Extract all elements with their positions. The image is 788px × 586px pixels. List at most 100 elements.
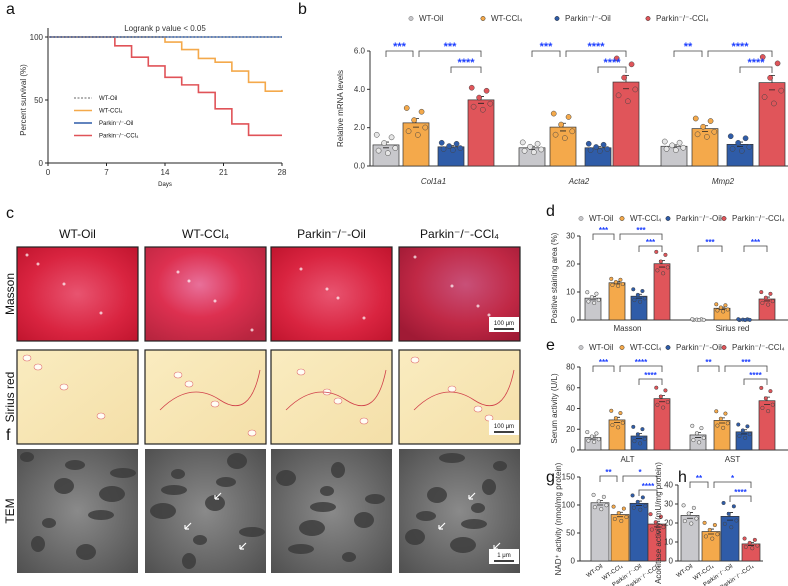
data-point [723,411,728,416]
data-point [592,505,597,510]
data-point [628,61,635,68]
vessel [33,363,43,371]
data-point [729,525,734,530]
data-point [759,290,764,295]
data-point [589,434,594,439]
significance-label: **** [635,358,648,367]
data-point [665,265,670,270]
data-point [527,143,533,150]
significance-label: ** [684,41,693,53]
data-point [631,287,636,292]
vessel [184,380,194,388]
mitochondrion [227,453,247,469]
data-point [624,514,629,520]
collagen-fiber [159,369,261,411]
vessel [359,417,369,425]
significance-bracket [713,481,752,488]
data-point [663,252,668,257]
data-point [586,438,591,443]
panel-label: d [546,203,555,220]
column-header: WT-CCl₄ [182,227,229,241]
mitochondrion [461,519,487,529]
data-point [592,439,597,445]
data-point [694,516,699,521]
y-tick-label: 0 [571,316,576,325]
y-axis-label: Percent survival (%) [19,64,28,136]
mitochondrion [493,461,507,471]
data-point [654,249,659,254]
data-point [734,518,739,523]
data-point [632,298,637,303]
significance-bracket [729,495,752,502]
legend-item: WT-Oil [589,214,614,223]
data-point [593,144,599,150]
mitochondrion [54,478,74,494]
data-point [727,133,734,140]
legend-marker [480,16,486,21]
category-label: Mmp2 [712,177,735,186]
x-tick-label: 0 [46,168,51,177]
data-point [725,421,730,426]
vessel [213,299,217,303]
data-point [457,145,464,151]
x-tick-label: 7 [104,168,109,177]
y-axis-label: Serum activity (U/L) [550,373,559,444]
y-tick-label: 100 [562,501,576,510]
x-tick-label: 28 [278,168,287,177]
data-point [661,405,666,410]
mitochondrion [216,477,236,487]
mitochondrion [99,486,125,502]
significance-bracket [707,50,773,57]
column-header: Parkin⁻/⁻-Oil [297,227,366,241]
data-point [418,108,425,115]
y-axis-label: Aconitase activity (mU/mg protein) [654,462,663,584]
data-point [703,534,708,539]
significance-label: *** [444,41,458,53]
y-tick-label: 30 [664,500,673,509]
data-point [601,494,606,499]
data-point [550,110,557,117]
significance-bracket [592,365,615,372]
significance-label: ** [696,474,703,483]
data-point [635,432,640,437]
data-point [714,302,719,307]
data-point [731,504,736,509]
arrow-icon [184,522,192,530]
data-point [689,521,694,526]
y-tick-label: 0 [571,557,576,566]
category-label: Col1a1 [421,177,446,186]
y-tick-label: 80 [566,363,575,372]
data-point [694,431,699,436]
significance-bracket [565,50,627,57]
significance-bracket [599,475,618,482]
vessel [25,253,29,257]
masson-micrograph-0 [16,246,139,342]
mitochondrion [20,452,34,462]
mitochondrion [193,535,207,545]
data-point [616,283,621,289]
mitochondrion [150,503,176,519]
data-point [610,282,615,288]
mitochondrion [450,537,476,553]
data-point [596,297,601,303]
data-point [682,518,687,524]
data-point [405,128,412,135]
data-point [585,140,592,147]
significance-label: **** [642,482,655,491]
mitochondrion [439,453,465,463]
mitochondrion [65,460,85,470]
data-point [718,305,723,310]
data-point [604,503,609,508]
data-point [594,431,599,436]
data-point [691,505,696,510]
mitochondrion [320,486,334,496]
data-point [422,124,429,131]
data-point [759,54,766,60]
y-tick-label: 150 [562,473,576,482]
data-point [743,544,748,549]
mitochondrion [471,503,485,513]
data-point [690,317,695,322]
data-point [600,141,607,148]
data-point [618,277,623,282]
data-point [649,527,654,532]
